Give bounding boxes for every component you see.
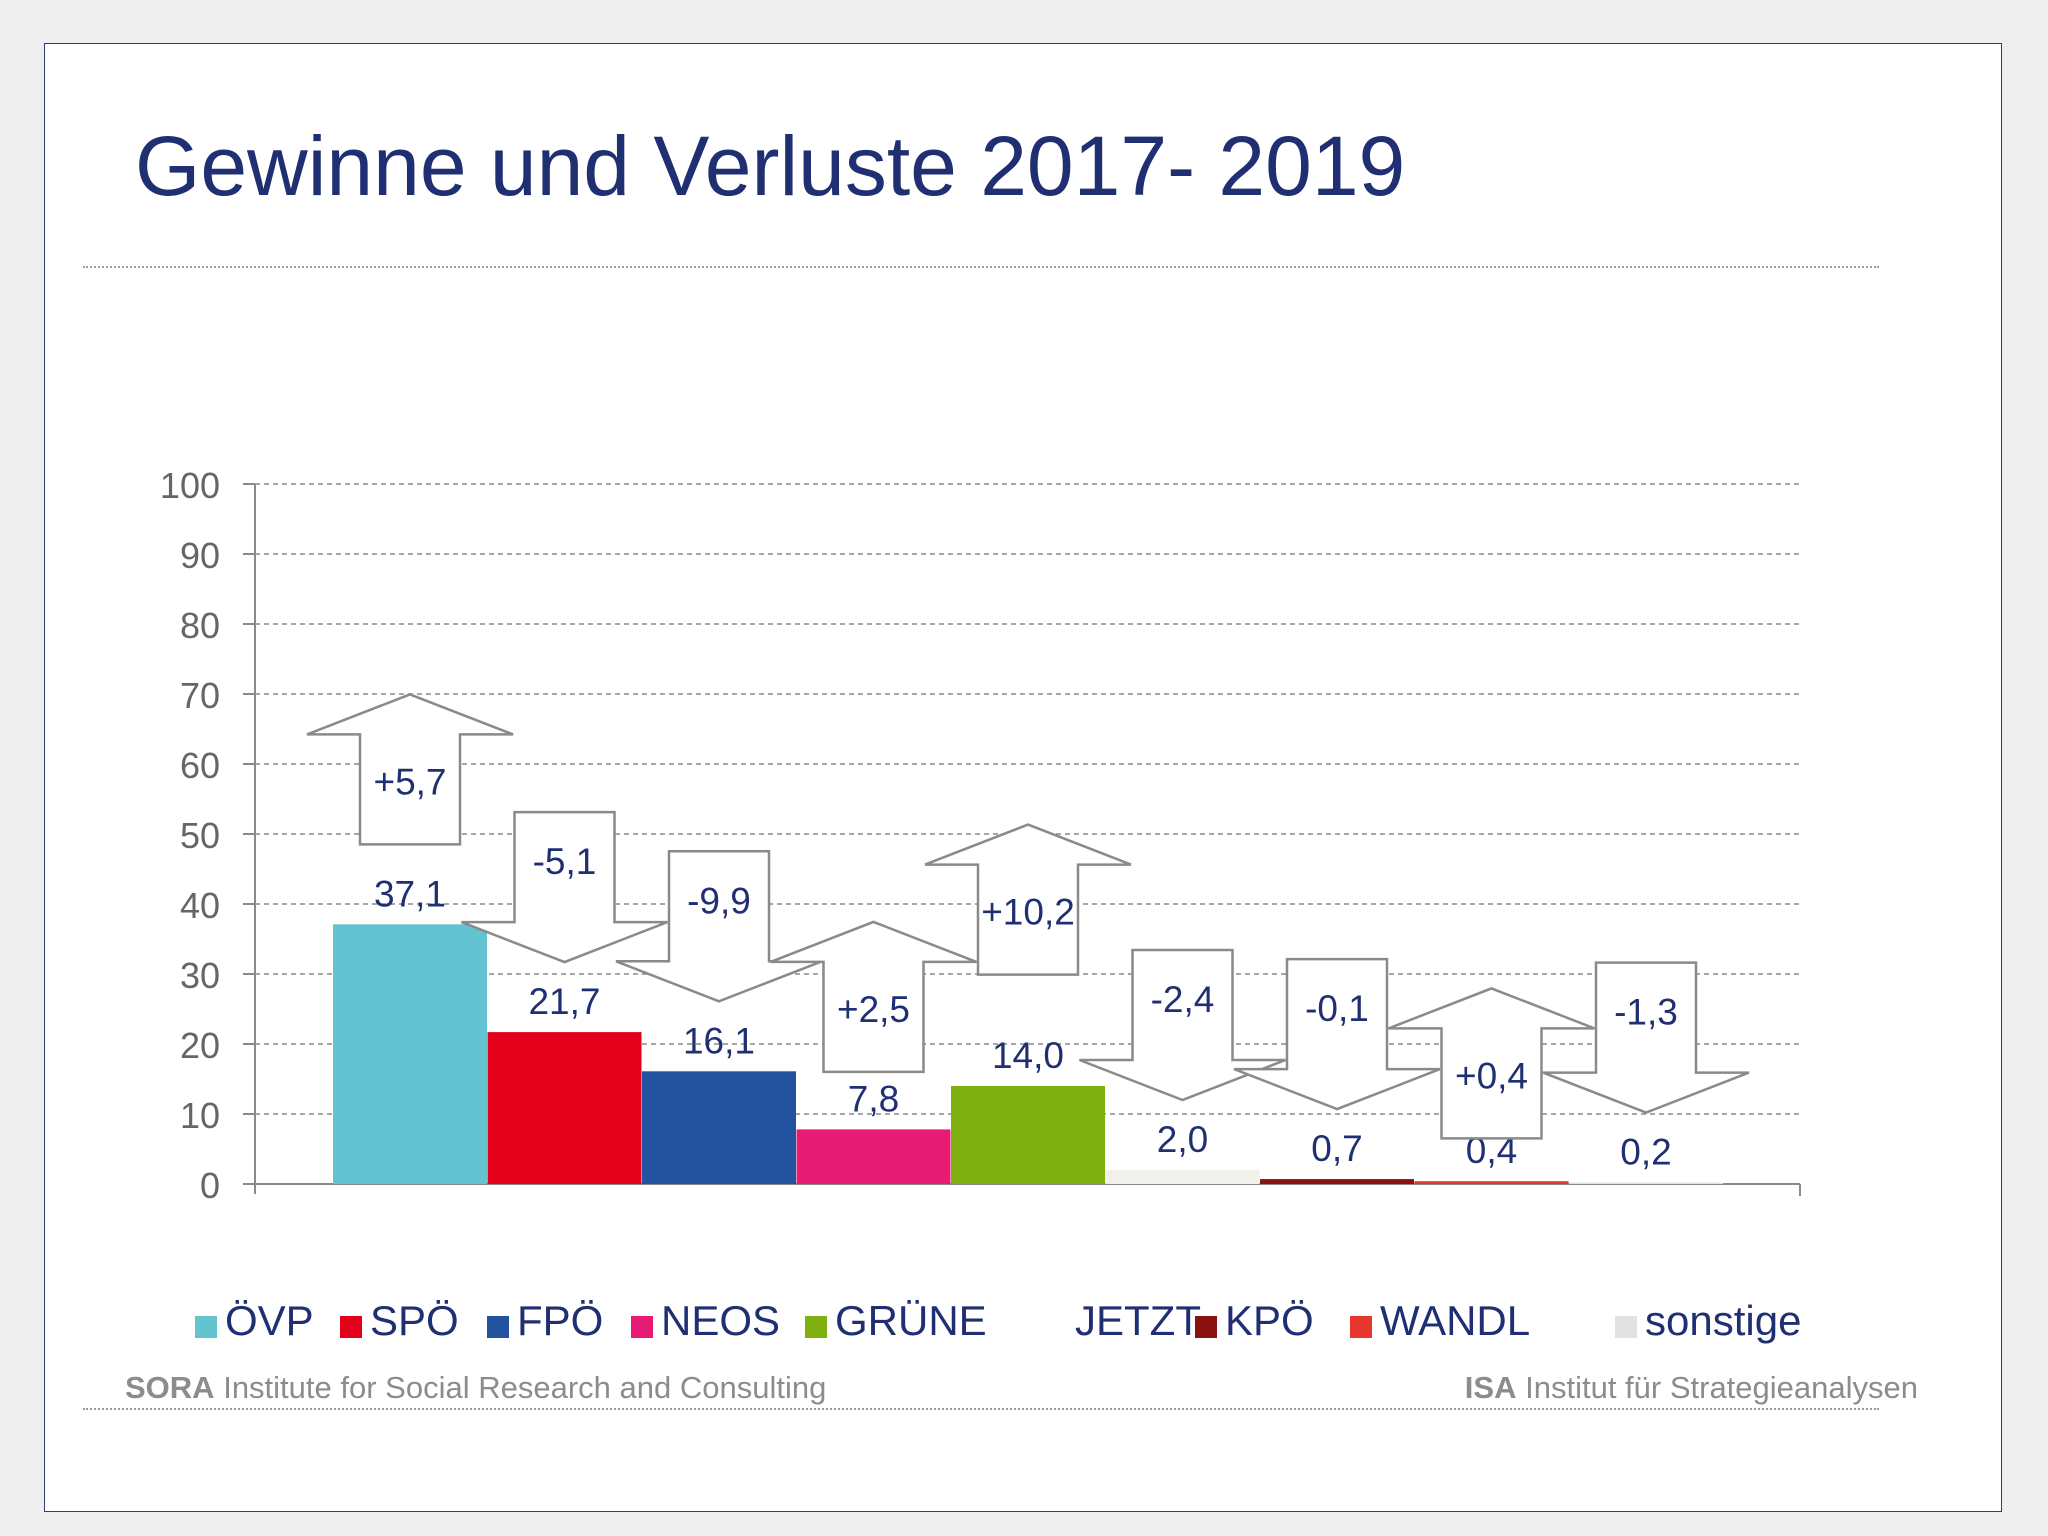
change-label: +2,5 bbox=[837, 989, 910, 1030]
bar-4 bbox=[951, 1086, 1105, 1184]
legend-label: JETZT bbox=[1075, 1297, 1201, 1344]
change-arrow-6 bbox=[1233, 957, 1441, 1111]
bar-0 bbox=[333, 924, 487, 1184]
legend-swatch bbox=[1195, 1316, 1217, 1338]
change-label: +5,7 bbox=[373, 761, 446, 802]
bar-3 bbox=[796, 1129, 951, 1184]
footer-left: SORA Institute for Social Research and C… bbox=[125, 1370, 826, 1406]
footer-right-org: ISA bbox=[1464, 1370, 1517, 1405]
bar-value-label: 21,7 bbox=[528, 981, 600, 1022]
y-tick-label: 30 bbox=[180, 955, 220, 996]
y-tick-label: 10 bbox=[180, 1095, 220, 1136]
legend-label: SPÖ bbox=[370, 1297, 459, 1344]
y-tick-label: 40 bbox=[180, 885, 220, 926]
bar-value-label: 0,2 bbox=[1620, 1132, 1671, 1173]
legend-label: ÖVP bbox=[225, 1297, 314, 1344]
legend-swatch bbox=[1045, 1316, 1067, 1338]
legend-swatch bbox=[340, 1316, 362, 1338]
chart-title: Gewinne und Verluste 2017- 2019 bbox=[135, 119, 1406, 213]
bar-8 bbox=[1569, 1182, 1723, 1184]
bar-6 bbox=[1260, 1179, 1414, 1184]
footer-right-text: Institut für Strategieanalysen bbox=[1525, 1370, 1918, 1405]
title-divider bbox=[83, 266, 1879, 268]
y-tick-label: 100 bbox=[160, 465, 220, 506]
change-label: -5,1 bbox=[533, 841, 597, 882]
change-label: -9,9 bbox=[687, 880, 751, 921]
legend-swatch bbox=[1350, 1316, 1372, 1338]
y-tick-label: 50 bbox=[180, 815, 220, 856]
y-tick-label: 60 bbox=[180, 745, 220, 786]
bar-value-label: 14,0 bbox=[992, 1035, 1064, 1076]
footer-right: ISA Institut für Strategieanalysen bbox=[1465, 1370, 1918, 1406]
change-label: -0,1 bbox=[1305, 988, 1369, 1029]
change-arrow-1 bbox=[461, 810, 668, 964]
footer-left-org: SORA bbox=[125, 1370, 215, 1405]
legend-label: FPÖ bbox=[517, 1297, 604, 1344]
legend-label: WANDL bbox=[1380, 1297, 1531, 1344]
y-tick-label: 80 bbox=[180, 605, 220, 646]
bar-value-label: 2,0 bbox=[1157, 1119, 1208, 1160]
legend-label: KPÖ bbox=[1225, 1297, 1314, 1344]
bar-value-label: 7,8 bbox=[848, 1078, 899, 1119]
legend-swatch bbox=[1615, 1316, 1637, 1338]
y-tick-label: 20 bbox=[180, 1025, 220, 1066]
bar-value-label: 0,7 bbox=[1311, 1128, 1362, 1169]
legend-swatch bbox=[631, 1316, 653, 1338]
change-label: -2,4 bbox=[1151, 979, 1215, 1020]
footer-divider bbox=[83, 1408, 1879, 1410]
change-arrow-5 bbox=[1079, 948, 1286, 1102]
bar-value-label: 16,1 bbox=[683, 1020, 755, 1061]
legend-swatch bbox=[487, 1316, 509, 1338]
y-tick-label: 70 bbox=[180, 675, 220, 716]
change-arrow-3 bbox=[770, 920, 977, 1074]
change-label: +0,4 bbox=[1455, 1055, 1528, 1096]
bar-5 bbox=[1105, 1170, 1260, 1184]
legend-swatch bbox=[195, 1316, 217, 1338]
chart-legend: ÖVP SPÖ FPÖ NEOS GRÜNE JETZT KPÖ WANDL sonstige bbox=[195, 1295, 1835, 1355]
footer-left-text: Institute for Social Research and Consul… bbox=[223, 1370, 827, 1405]
change-arrow-8 bbox=[1542, 961, 1750, 1114]
change-label: +10,2 bbox=[981, 892, 1075, 933]
change-arrow-7 bbox=[1388, 987, 1595, 1140]
legend-swatch bbox=[805, 1316, 827, 1338]
bar-2 bbox=[642, 1071, 796, 1184]
legend-label: sonstige bbox=[1645, 1297, 1802, 1344]
y-tick-label: 90 bbox=[180, 535, 220, 576]
change-label: -1,3 bbox=[1614, 992, 1678, 1033]
y-tick-label: 0 bbox=[200, 1165, 220, 1206]
change-arrow-0 bbox=[306, 693, 514, 846]
bar-7 bbox=[1414, 1181, 1569, 1184]
legend-label: GRÜNE bbox=[835, 1297, 987, 1344]
bar-1 bbox=[487, 1032, 642, 1184]
change-arrow-4 bbox=[924, 823, 1132, 976]
legend-label: NEOS bbox=[661, 1297, 781, 1344]
bar-value-label: 37,1 bbox=[374, 873, 446, 914]
